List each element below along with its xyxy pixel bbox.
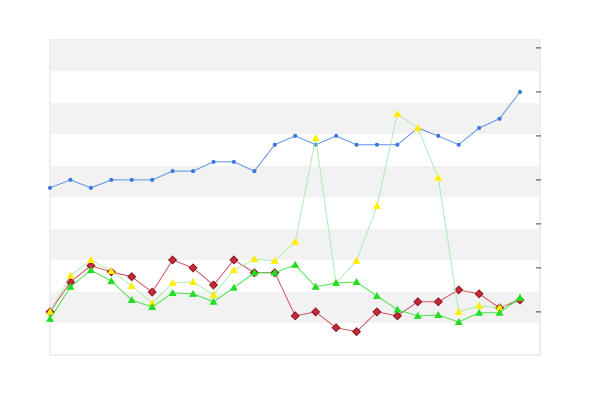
point	[393, 305, 402, 313]
point	[372, 307, 382, 317]
point	[331, 323, 341, 333]
point	[311, 282, 320, 290]
point	[250, 255, 259, 263]
point	[372, 201, 381, 209]
point	[270, 256, 279, 264]
point	[413, 123, 422, 131]
point	[413, 297, 423, 307]
point	[434, 173, 443, 181]
point	[231, 159, 236, 164]
point	[252, 169, 257, 174]
point	[188, 263, 198, 273]
point	[456, 142, 461, 147]
point	[352, 277, 361, 285]
point	[148, 299, 157, 307]
point	[291, 237, 300, 245]
series-line	[49, 113, 521, 313]
point	[272, 142, 277, 147]
point	[475, 308, 484, 316]
point	[311, 134, 320, 142]
point	[66, 271, 75, 279]
point	[516, 293, 524, 301]
point	[454, 307, 463, 315]
point	[46, 314, 54, 322]
point	[477, 125, 482, 130]
point	[351, 327, 362, 337]
series-line	[49, 91, 521, 189]
point	[229, 283, 238, 291]
point	[127, 281, 136, 289]
point	[127, 296, 136, 304]
point	[497, 116, 502, 121]
point	[148, 303, 157, 311]
point	[332, 278, 341, 286]
point	[395, 142, 400, 147]
point	[107, 266, 116, 274]
point	[48, 185, 52, 190]
point	[107, 277, 116, 285]
point	[436, 133, 441, 138]
point	[86, 266, 95, 274]
point	[147, 287, 157, 297]
point	[293, 133, 298, 138]
point	[86, 255, 95, 263]
point	[170, 169, 175, 174]
point	[68, 177, 73, 182]
point	[150, 177, 155, 182]
point	[495, 303, 504, 311]
point	[475, 301, 484, 309]
point	[127, 272, 137, 282]
point	[518, 89, 522, 94]
point	[66, 282, 75, 290]
point	[495, 308, 504, 316]
point	[413, 311, 422, 319]
point	[270, 268, 279, 276]
point	[434, 310, 443, 318]
point	[189, 289, 198, 297]
point	[168, 278, 177, 286]
point	[88, 185, 93, 190]
point	[229, 255, 239, 265]
point	[189, 277, 198, 285]
point	[474, 289, 484, 299]
point	[372, 292, 381, 300]
point	[208, 280, 219, 290]
point	[290, 311, 300, 321]
point	[291, 260, 300, 268]
point	[209, 290, 218, 298]
series-line	[49, 264, 521, 323]
point	[374, 142, 379, 147]
point	[250, 268, 259, 276]
point	[454, 318, 463, 326]
point	[352, 256, 361, 264]
point	[433, 297, 443, 307]
point	[168, 288, 177, 296]
point	[109, 177, 114, 182]
point	[209, 297, 218, 305]
point	[311, 307, 321, 317]
point	[46, 307, 54, 315]
point	[354, 142, 359, 147]
point	[392, 311, 402, 321]
point	[129, 177, 134, 182]
point	[454, 285, 464, 295]
point	[211, 159, 216, 164]
point	[393, 109, 402, 117]
point	[229, 266, 238, 274]
point	[168, 255, 178, 265]
point	[191, 169, 196, 174]
point	[334, 133, 339, 138]
